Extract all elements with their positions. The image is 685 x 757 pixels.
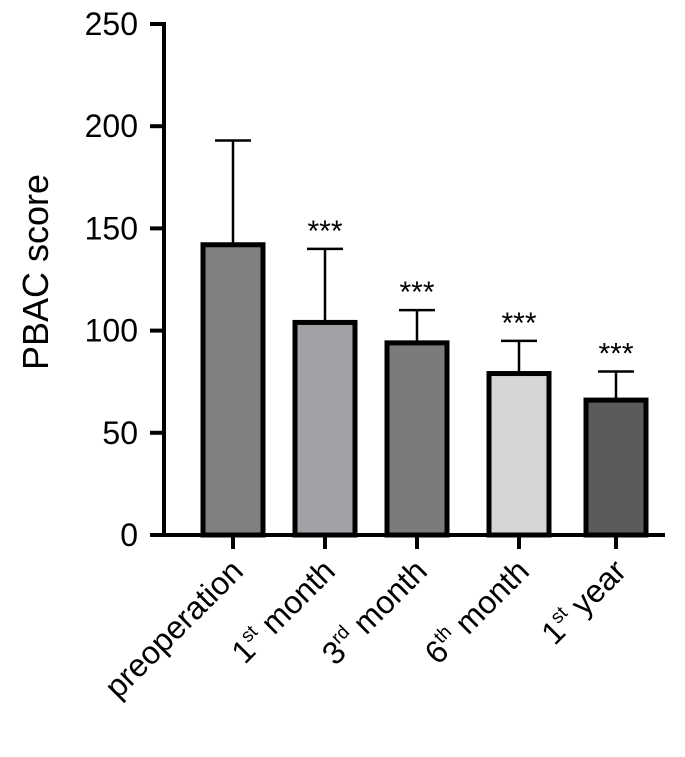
x-category-label: 6th month <box>418 552 536 670</box>
y-axis: 0 50 100 150 200 250 <box>85 6 166 553</box>
bar-group: *** <box>486 307 552 538</box>
x-category-label: 1st year <box>534 552 633 651</box>
significance-label: *** <box>307 215 342 248</box>
bar-group <box>200 139 266 538</box>
y-tick-label: 50 <box>102 415 138 451</box>
bar <box>292 319 358 538</box>
bar-group: *** <box>292 215 358 538</box>
significance-label: *** <box>399 276 434 309</box>
bar <box>486 371 552 538</box>
category-label-rest: month <box>441 552 536 647</box>
significance-label: *** <box>598 337 633 370</box>
bar-group: *** <box>384 276 450 538</box>
y-tick-label: 200 <box>85 108 138 144</box>
y-tick-label: 100 <box>85 313 138 349</box>
bar <box>200 242 266 538</box>
x-category-label: preoperation <box>97 552 250 705</box>
bars-group: *** *** *** *** <box>200 139 649 538</box>
category-label-rest: month <box>339 552 434 647</box>
bar-group: *** <box>583 337 649 538</box>
category-label-base: preoperation <box>97 552 250 705</box>
bar <box>583 397 649 538</box>
y-tick-label: 150 <box>85 210 138 246</box>
significance-label: *** <box>501 307 536 340</box>
y-axis-title: PBAC score <box>15 174 56 370</box>
y-tick-label: 250 <box>85 6 138 42</box>
bar <box>384 340 450 538</box>
y-tick-label: 0 <box>120 517 138 553</box>
